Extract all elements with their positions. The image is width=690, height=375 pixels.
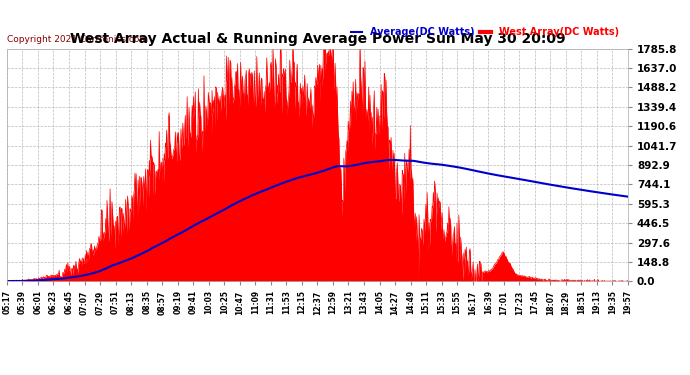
Text: Copyright 2021 Cartronics.com: Copyright 2021 Cartronics.com — [7, 35, 148, 44]
Title: West Array Actual & Running Average Power Sun May 30 20:09: West Array Actual & Running Average Powe… — [70, 32, 565, 46]
Legend: Average(DC Watts), West Array(DC Watts): Average(DC Watts), West Array(DC Watts) — [347, 23, 623, 41]
